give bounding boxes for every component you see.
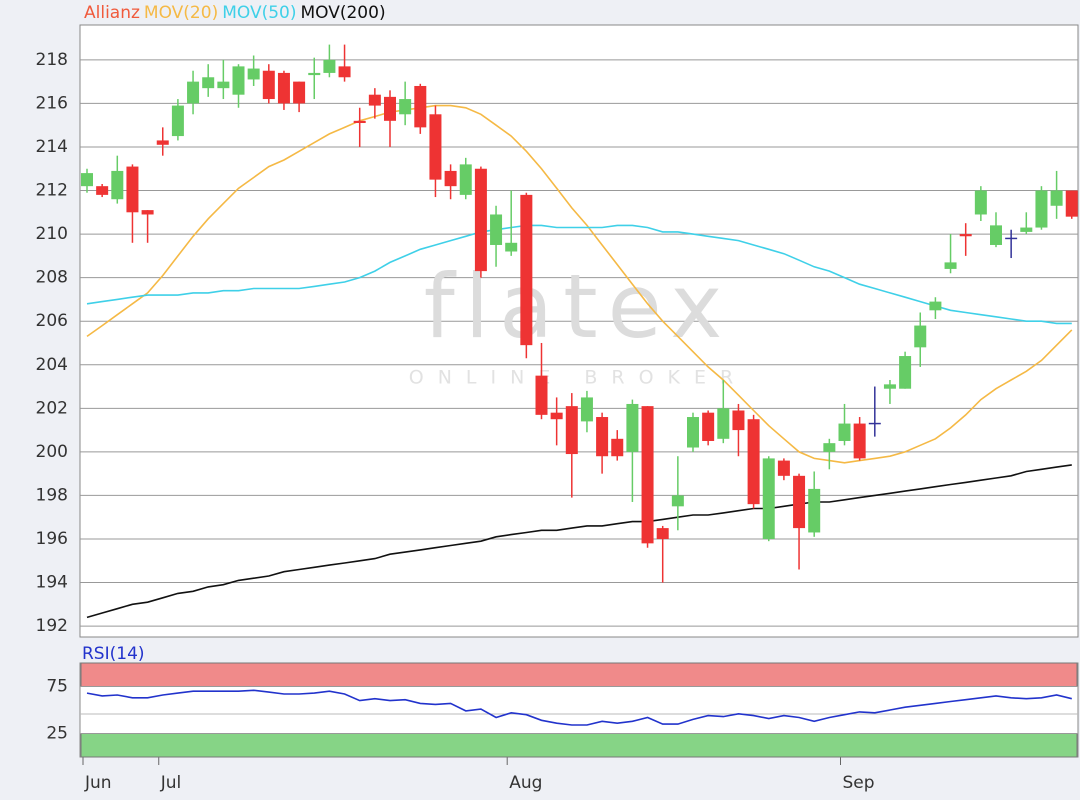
y-tick-label: 212 bbox=[36, 181, 68, 201]
legend-entry: MOV(200) bbox=[300, 3, 385, 23]
watermark: flatex bbox=[424, 255, 733, 358]
candle-body bbox=[717, 408, 730, 439]
candle-body bbox=[611, 438, 624, 457]
x-tick-label: Jul bbox=[160, 773, 182, 793]
y-tick-label: 192 bbox=[36, 616, 68, 636]
candle-body bbox=[126, 166, 139, 213]
candle-body bbox=[293, 81, 306, 104]
candle-body bbox=[171, 105, 184, 137]
candle-body bbox=[429, 114, 442, 180]
candle-body bbox=[747, 419, 760, 505]
candle-body bbox=[808, 488, 821, 533]
candle-body bbox=[641, 406, 654, 544]
candle-body bbox=[262, 70, 275, 100]
candle-body bbox=[777, 460, 790, 476]
y-tick-label: 194 bbox=[36, 573, 68, 593]
candle-body bbox=[459, 164, 472, 195]
candle-body bbox=[626, 403, 639, 452]
candle-body bbox=[111, 170, 124, 200]
y-tick-label: 218 bbox=[36, 50, 68, 70]
y-tick-label: 206 bbox=[36, 311, 68, 331]
candle-body bbox=[81, 173, 93, 187]
candle-body bbox=[1065, 190, 1078, 217]
candle-body bbox=[323, 59, 336, 73]
candle-body bbox=[490, 214, 503, 245]
candle-body bbox=[1035, 190, 1048, 228]
candle-body bbox=[505, 242, 518, 252]
candle-body bbox=[838, 423, 851, 441]
panel-title: RSI(14) bbox=[82, 644, 145, 664]
candle-body bbox=[671, 495, 684, 507]
candle-body bbox=[990, 225, 1002, 245]
y-tick-label: 75 bbox=[46, 677, 68, 697]
y-tick-label: 210 bbox=[36, 224, 68, 244]
legend-entry: MOV(20) bbox=[144, 3, 218, 23]
candle-body bbox=[596, 417, 609, 457]
candle-body bbox=[96, 186, 109, 195]
candle-body bbox=[399, 99, 412, 115]
y-tick-label: 200 bbox=[36, 442, 68, 462]
candle-body bbox=[444, 170, 457, 187]
candle-body bbox=[474, 168, 487, 272]
zone bbox=[80, 662, 1078, 687]
line-series bbox=[86, 224, 1072, 325]
line-series bbox=[86, 464, 1072, 619]
candle-body bbox=[277, 72, 290, 104]
candle-body bbox=[883, 384, 896, 389]
candle-body bbox=[535, 375, 548, 415]
candle-body bbox=[793, 475, 806, 529]
candle-body bbox=[959, 234, 972, 237]
candle-body bbox=[156, 140, 169, 145]
y-tick-label: 214 bbox=[36, 137, 68, 157]
y-tick-label: 198 bbox=[36, 485, 68, 505]
candle-body bbox=[1020, 227, 1033, 232]
candle-body bbox=[308, 72, 321, 76]
candle-body bbox=[823, 443, 836, 452]
legend-entry: MOV(50) bbox=[222, 3, 296, 23]
candle-body bbox=[1050, 190, 1063, 206]
candle-body bbox=[565, 406, 578, 455]
y-tick-label: 25 bbox=[46, 724, 68, 744]
candle-body bbox=[702, 412, 715, 441]
watermark-sub: ONLINE BROKER bbox=[409, 367, 747, 389]
candle-body bbox=[520, 194, 533, 346]
candle-body bbox=[368, 94, 381, 106]
candle-body bbox=[732, 410, 745, 431]
candle-body bbox=[929, 301, 942, 311]
main-plot bbox=[79, 24, 1079, 638]
candle-body bbox=[384, 96, 396, 121]
x-tick-label: Jun bbox=[84, 773, 112, 793]
candle-body bbox=[353, 120, 366, 124]
candle-body bbox=[217, 81, 230, 89]
candle-body bbox=[656, 528, 669, 539]
candle-body bbox=[944, 262, 957, 269]
candle-body bbox=[914, 325, 927, 348]
candle-body bbox=[202, 77, 215, 89]
y-tick-label: 204 bbox=[36, 355, 68, 375]
y-tick-label: 208 bbox=[36, 268, 68, 288]
candle-body bbox=[232, 66, 245, 95]
legend-entry: Allianz bbox=[84, 3, 140, 23]
candle-body bbox=[762, 458, 775, 539]
candle-body bbox=[853, 423, 866, 459]
candle-body bbox=[187, 81, 200, 104]
candle-body bbox=[580, 397, 593, 422]
candle-body bbox=[899, 356, 912, 389]
line-series bbox=[86, 104, 1073, 464]
x-tick-label: Sep bbox=[843, 773, 875, 793]
candle-body bbox=[247, 68, 260, 80]
x-tick-label: Aug bbox=[509, 773, 542, 793]
candle-body bbox=[141, 210, 154, 215]
line-series bbox=[86, 689, 1072, 726]
y-tick-label: 216 bbox=[36, 93, 68, 113]
y-tick-label: 196 bbox=[36, 529, 68, 549]
candle-body bbox=[338, 66, 351, 78]
zone bbox=[80, 733, 1078, 758]
candle-body bbox=[414, 85, 427, 128]
candle-body bbox=[974, 190, 987, 215]
candle-body bbox=[550, 412, 563, 420]
y-tick-label: 202 bbox=[36, 398, 68, 418]
candle-body bbox=[687, 417, 699, 448]
